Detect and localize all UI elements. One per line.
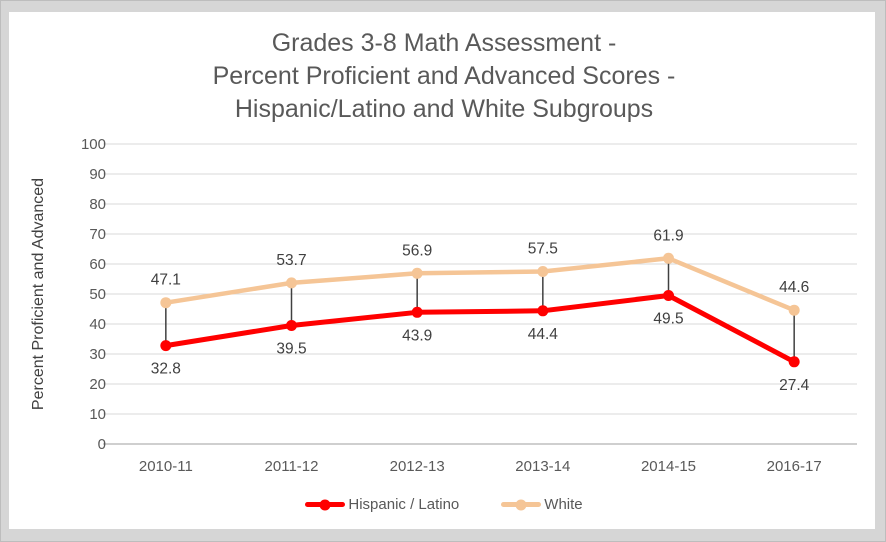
data-label-white: 57.5 bbox=[528, 241, 558, 258]
data-point-marker-hispanic-latino bbox=[537, 305, 549, 317]
chart-title-line-2: Percent Proficient and Advanced Scores - bbox=[212, 62, 676, 90]
data-label-hispanic-latino: 27.4 bbox=[779, 377, 810, 394]
legend-label-white: White bbox=[544, 496, 583, 513]
data-label-white: 47.1 bbox=[151, 272, 181, 289]
y-tick-label: 50 bbox=[89, 286, 106, 303]
y-tick-label: 90 bbox=[89, 166, 106, 183]
series-line-white bbox=[163, 256, 797, 313]
data-label-hispanic-latino: 44.4 bbox=[528, 326, 559, 343]
y-tick-label: 10 bbox=[89, 406, 106, 423]
data-point-marker-hispanic-latino bbox=[663, 290, 674, 301]
legend-dot-icon bbox=[319, 499, 331, 510]
legend: Hispanic / Latino White bbox=[1, 496, 885, 513]
x-tick-label: 2011-12 bbox=[265, 458, 319, 475]
x-tick-label: 2012-13 bbox=[390, 458, 445, 475]
data-point-marker-white bbox=[663, 252, 674, 264]
x-tick-label: 2014-15 bbox=[641, 458, 696, 475]
x-tick-label: 2016-17 bbox=[767, 458, 822, 475]
y-tick-label: 100 bbox=[81, 136, 106, 153]
data-label-hispanic-latino: 43.9 bbox=[402, 327, 432, 344]
legend-item-hispanic-latino: Hispanic / Latino bbox=[305, 496, 459, 513]
y-tick-label: 80 bbox=[89, 196, 106, 213]
data-label-white: 44.6 bbox=[779, 279, 809, 296]
data-label-white: 61.9 bbox=[653, 227, 683, 244]
x-tick-label: 2010-11 bbox=[139, 458, 193, 475]
y-tick-label: 20 bbox=[89, 376, 106, 393]
data-label-hispanic-latino: 39.5 bbox=[276, 341, 306, 358]
chart-canvas bbox=[9, 12, 875, 529]
data-point-marker-white bbox=[537, 266, 549, 277]
y-tick-label: 0 bbox=[98, 436, 106, 453]
data-point-marker-hispanic-latino bbox=[788, 356, 800, 368]
chart-title-line-3: Hispanic/Latino and White Subgroups bbox=[234, 95, 654, 123]
y-tick-label: 30 bbox=[89, 346, 106, 363]
data-point-marker-white bbox=[788, 304, 800, 316]
legend-item-white: White bbox=[501, 496, 583, 513]
chart-title: Grades 3-8 Math Assessment - Percent Pro… bbox=[1, 27, 885, 126]
data-point-marker-hispanic-latino bbox=[411, 306, 423, 318]
y-tick-label: 40 bbox=[89, 316, 106, 333]
legend-line-marker-icon bbox=[501, 499, 542, 510]
legend-label-hispanic-latino: Hispanic / Latino bbox=[348, 496, 460, 513]
x-tick-label: 2013-14 bbox=[515, 458, 570, 475]
chart-title-line-1: Grades 3-8 Math Assessment - bbox=[271, 29, 617, 57]
data-label-hispanic-latino: 32.8 bbox=[151, 361, 181, 378]
data-point-marker-hispanic-latino bbox=[286, 320, 297, 331]
data-point-marker-hispanic-latino bbox=[160, 340, 172, 352]
y-tick-label: 60 bbox=[89, 256, 106, 273]
legend-dot-icon bbox=[515, 499, 527, 510]
data-point-marker-white bbox=[286, 277, 297, 289]
data-label-white: 56.9 bbox=[402, 242, 432, 259]
data-label-hispanic-latino: 49.5 bbox=[653, 311, 683, 328]
data-label-white: 53.7 bbox=[276, 252, 306, 269]
legend-line-marker-icon bbox=[305, 499, 346, 510]
data-point-marker-white bbox=[160, 297, 172, 309]
series-line-hispanic-latino bbox=[163, 293, 797, 365]
data-point-marker-white bbox=[411, 267, 423, 279]
y-tick-label: 70 bbox=[89, 226, 106, 243]
